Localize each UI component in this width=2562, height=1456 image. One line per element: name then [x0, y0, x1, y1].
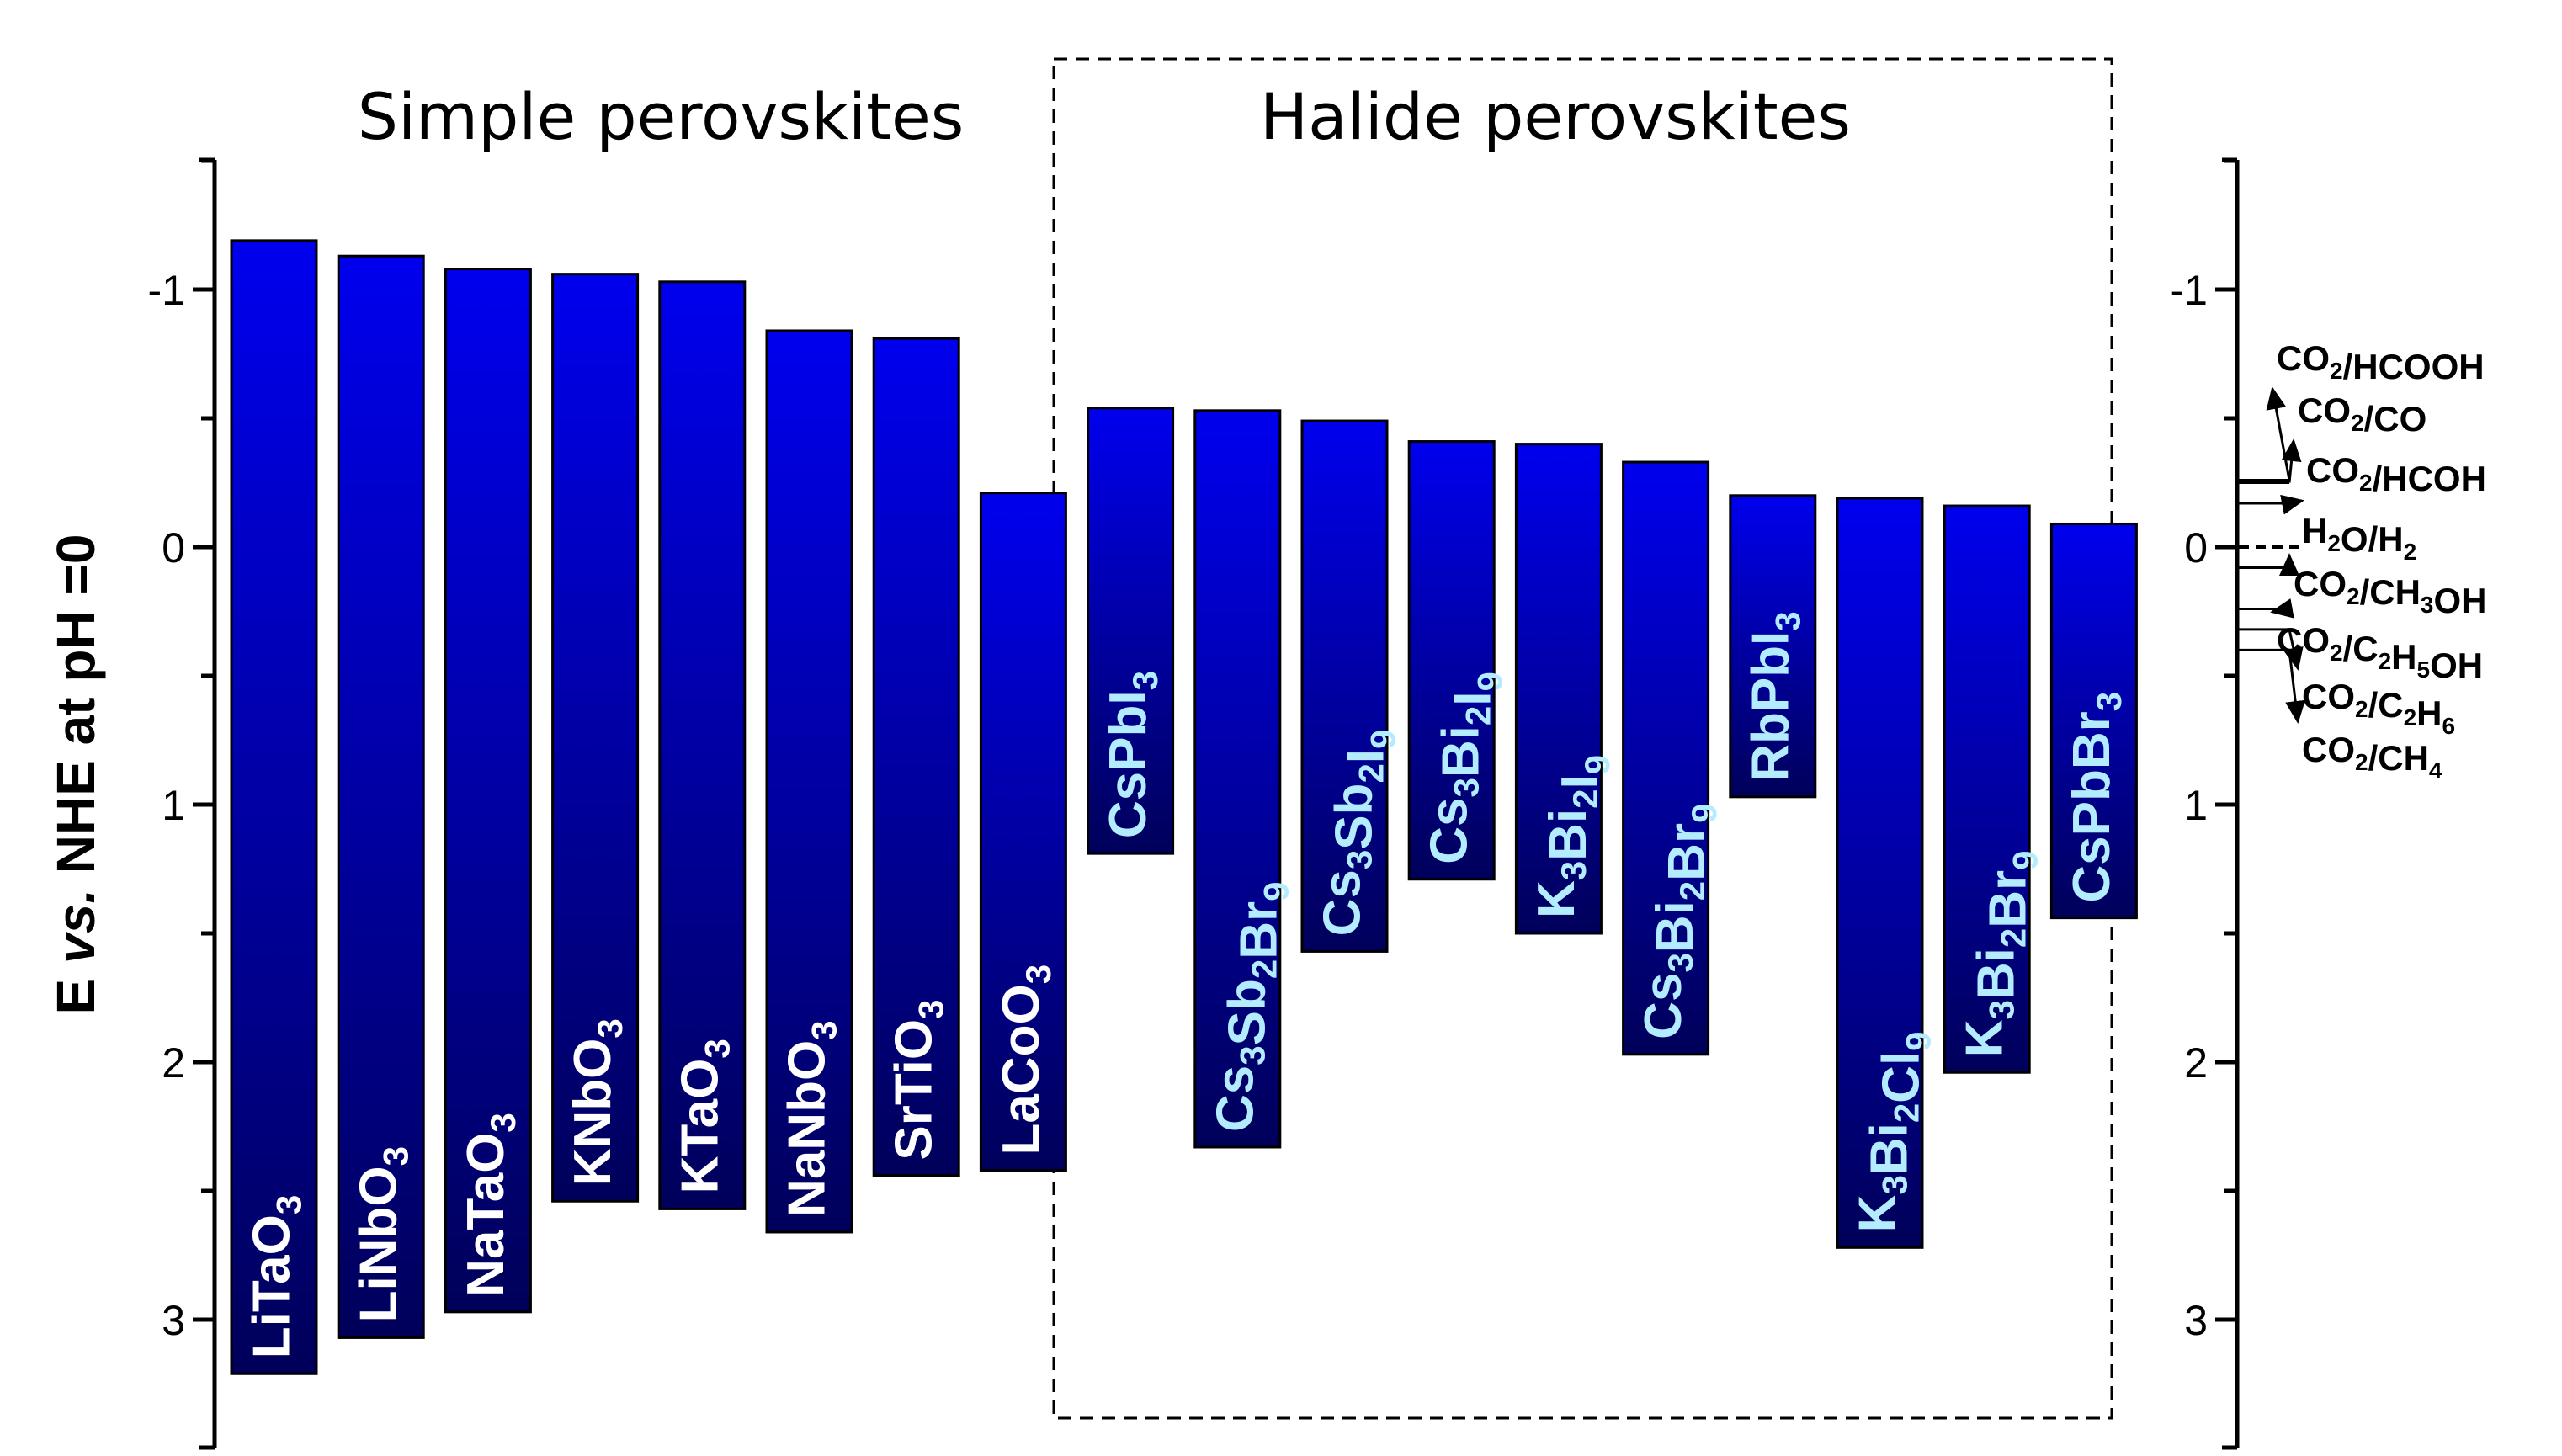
bar-label: K3Bi2I9 [1528, 755, 1617, 918]
redox-potentials: CO2/HCOOHCO2/COCO2/HCOHH2O/H2CO2/CH3OHCO… [2239, 338, 2487, 784]
y-tick-label: 2 [2184, 1039, 2208, 1087]
bar-label: Cs3Bi2I9 [1421, 672, 1510, 864]
bar-label: NaTaO3 [457, 1113, 523, 1297]
redox-arrow [2283, 629, 2304, 671]
bar [658, 280, 747, 1210]
y-tick-label: -1 [2171, 267, 2208, 314]
bar-label: CsPbI3 [1099, 671, 1165, 838]
bar [551, 273, 640, 1203]
y-tick-label: 0 [2184, 524, 2208, 571]
bar [1087, 407, 1175, 855]
bar-label: K3Bi2Br9 [1956, 850, 2045, 1057]
redox-arrow [2266, 386, 2291, 481]
bar [1193, 409, 1282, 1149]
redox-label: CO2/C2H5OH [2277, 620, 2483, 685]
y-tick-label: 1 [162, 782, 185, 829]
bar [1407, 440, 1496, 881]
bar [979, 492, 1067, 1172]
redox-label: CO2/HCOOH [2277, 338, 2485, 386]
y-axis-label: E vs. NHE at pH =0 [45, 534, 106, 1015]
redox-arrow [2285, 650, 2306, 724]
y-tick-label: 1 [2184, 782, 2208, 829]
bar [872, 337, 960, 1177]
bar-label: LaCoO3 [992, 964, 1058, 1156]
bar [1300, 419, 1389, 953]
y-axis-label-group: E vs. NHE at pH =0 [45, 534, 106, 1015]
bar-label: K3Bi2Cl9 [1849, 1031, 1938, 1232]
right-y-axis: -1 0 1 2 3 [2171, 157, 2240, 1450]
y-tick-label: 3 [162, 1297, 185, 1344]
redox-label: CO2/CH4 [2302, 730, 2442, 784]
redox-label: H2O/H2 [2302, 511, 2416, 565]
bar-label: CsPbBr3 [2063, 692, 2129, 903]
bar [1836, 497, 1924, 1249]
bar [765, 329, 853, 1234]
group-title-halide: Halide perovskites [1260, 79, 1851, 154]
bar [1943, 504, 2031, 1074]
bar [1622, 460, 1710, 1056]
redox-label: CO2/CH3OH [2294, 564, 2487, 620]
bar-label: Cs3Sb2Br9 [1206, 881, 1295, 1131]
bar-label: LiTaO3 [243, 1195, 309, 1358]
bar [230, 239, 318, 1375]
y-tick-label: -1 [148, 267, 185, 314]
bar-label: RbPbI3 [1741, 611, 1807, 781]
bar [337, 254, 425, 1339]
bar [444, 268, 532, 1314]
y-tick-label: 3 [2184, 1297, 2208, 1344]
bar [1729, 494, 1817, 799]
y-tick-label: 0 [162, 524, 185, 571]
left-y-axis: -1 0 1 2 3 [148, 157, 217, 1450]
bar [1514, 443, 1603, 935]
bar-label: Cs3Sb2I9 [1314, 730, 1403, 937]
redox-label: CO2/C2H6 [2302, 677, 2455, 739]
y-tick-label: 2 [162, 1039, 185, 1087]
redox-label: CO2/HCOH [2306, 450, 2486, 498]
bar-label: LiNbO3 [350, 1146, 416, 1322]
bar-label: KTaO3 [671, 1039, 736, 1193]
redox-arrow [2270, 598, 2294, 619]
bar [2049, 522, 2138, 920]
group-titles: Simple perovskites Halide perovskites [358, 79, 1851, 154]
bars: LiTaO3 LiNbO3 NaTaO3 KNbO3 KTaO3 NaNbO3 SrTiO3… [230, 239, 2138, 1375]
bar-label: SrTiO3 [885, 1000, 951, 1161]
group-title-simple: Simple perovskites [358, 79, 965, 154]
redox-arrow [2281, 438, 2302, 483]
bar-label: Cs3Bi2Br9 [1634, 804, 1724, 1039]
bar-label: NaNbO3 [779, 1020, 844, 1217]
redox-arrow [2280, 494, 2304, 515]
redox-label: CO2/CO [2298, 391, 2426, 438]
bar-label: KNbO3 [564, 1018, 630, 1186]
